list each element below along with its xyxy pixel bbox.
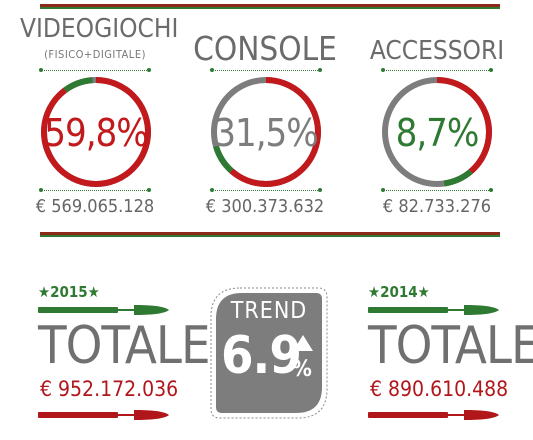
donut-arc-accessori [382, 77, 492, 187]
category-title-accessori: ACCESSORI [369, 36, 505, 66]
amount-console: € 300.373.632 [205, 196, 325, 217]
amount-videogiochi: € 569.065.128 [35, 196, 155, 217]
year-label-2014: ★2014★ [368, 283, 430, 301]
percent-videogiochi: 59,8% [44, 111, 149, 155]
totale-label-2014: TOTALE [368, 316, 533, 376]
dotted-divider [381, 68, 493, 72]
dotted-divider [210, 68, 322, 72]
donut-videogiochi [41, 77, 151, 187]
knife-divider-green [38, 305, 169, 315]
donut-arc-console [211, 77, 321, 187]
dotted-divider [39, 188, 151, 192]
trend-percent-sign: % [292, 357, 312, 382]
trend-value: 6.9 [221, 326, 302, 386]
category-title-console: CONSOLE [193, 29, 337, 68]
trend-label: TREND [230, 298, 308, 324]
middle-divider [40, 232, 500, 237]
dotted-divider [381, 188, 493, 192]
total-amount-2014: € 890.610.488 [370, 377, 509, 401]
top-divider [40, 4, 500, 9]
donut-accessori [382, 77, 492, 187]
amount-accessori: € 82.733.276 [382, 196, 492, 217]
donut-arc-videogiochi [41, 77, 151, 187]
knife-divider-red [38, 410, 169, 420]
year-label-2015: ★2015★ [38, 283, 100, 301]
percent-accessori: 8,7% [395, 111, 480, 155]
category-subtitle-videogiochi: (FISICO+DIGITALE) [44, 48, 146, 61]
knife-divider-green [368, 305, 499, 315]
percent-console: 31,5% [214, 111, 319, 155]
arrow-up-icon [293, 335, 313, 351]
category-title-videogiochi: VIDEOGIOCHI [20, 14, 179, 44]
knife-divider-red [368, 410, 499, 420]
totale-label-2015: TOTALE [38, 316, 211, 376]
total-amount-2015: € 952.172.036 [40, 377, 179, 401]
dotted-divider [39, 68, 151, 72]
donut-console [211, 77, 321, 187]
dotted-divider [210, 188, 322, 192]
trend-badge [210, 287, 328, 419]
